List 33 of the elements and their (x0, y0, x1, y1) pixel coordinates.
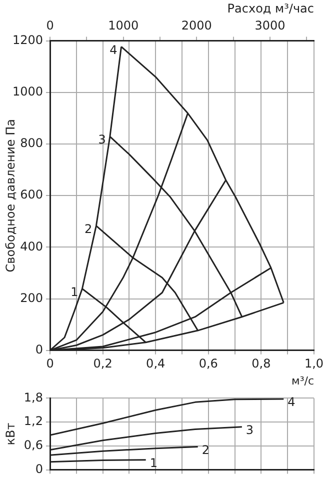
series-label: 4 (288, 395, 296, 410)
x-tick-label: 0,4 (146, 356, 166, 371)
series-label: 3 (246, 422, 254, 437)
y-axis-title: Свободное давление Па (3, 118, 18, 272)
series-label: 1 (150, 456, 158, 470)
y-tick-label: 200 (20, 290, 43, 305)
y-tick-label: 1,2 (24, 414, 43, 428)
x2-tick-label: 3000 (254, 18, 286, 33)
y-tick-label: 400 (20, 239, 43, 254)
series-label: 2 (202, 442, 210, 457)
x-tick-label: 0,8 (252, 356, 271, 371)
series-label: 1 (70, 284, 78, 299)
x-tick-label: 1,0 (304, 356, 324, 371)
series-label: 4 (110, 42, 118, 57)
y-tick-label: 0,6 (24, 438, 43, 452)
y-tick-label: 0 (35, 462, 43, 476)
x2-tick-label: 0 (46, 18, 54, 33)
series-label: 2 (84, 222, 92, 236)
x-tick-label: 0 (46, 356, 54, 371)
series-label: 3 (98, 132, 106, 147)
y-tick-label: 800 (20, 136, 43, 150)
y-axis-title: кВт (3, 422, 18, 446)
x2-axis-title: Расход м³/час (227, 1, 314, 16)
y-tick-label: 1,8 (24, 390, 43, 404)
y-tick-label: 0 (35, 342, 43, 357)
x-tick-label: 0,6 (198, 356, 218, 371)
x2-tick-label: 2000 (181, 18, 212, 33)
y-tick-label: 1000 (12, 84, 43, 99)
x2-tick-label: 1000 (108, 18, 139, 33)
y-tick-label: 600 (20, 188, 43, 202)
x-axis-title: м³/с (292, 374, 314, 388)
x-tick-label: 0,2 (93, 356, 112, 371)
y-tick-label: 1200 (12, 32, 43, 47)
